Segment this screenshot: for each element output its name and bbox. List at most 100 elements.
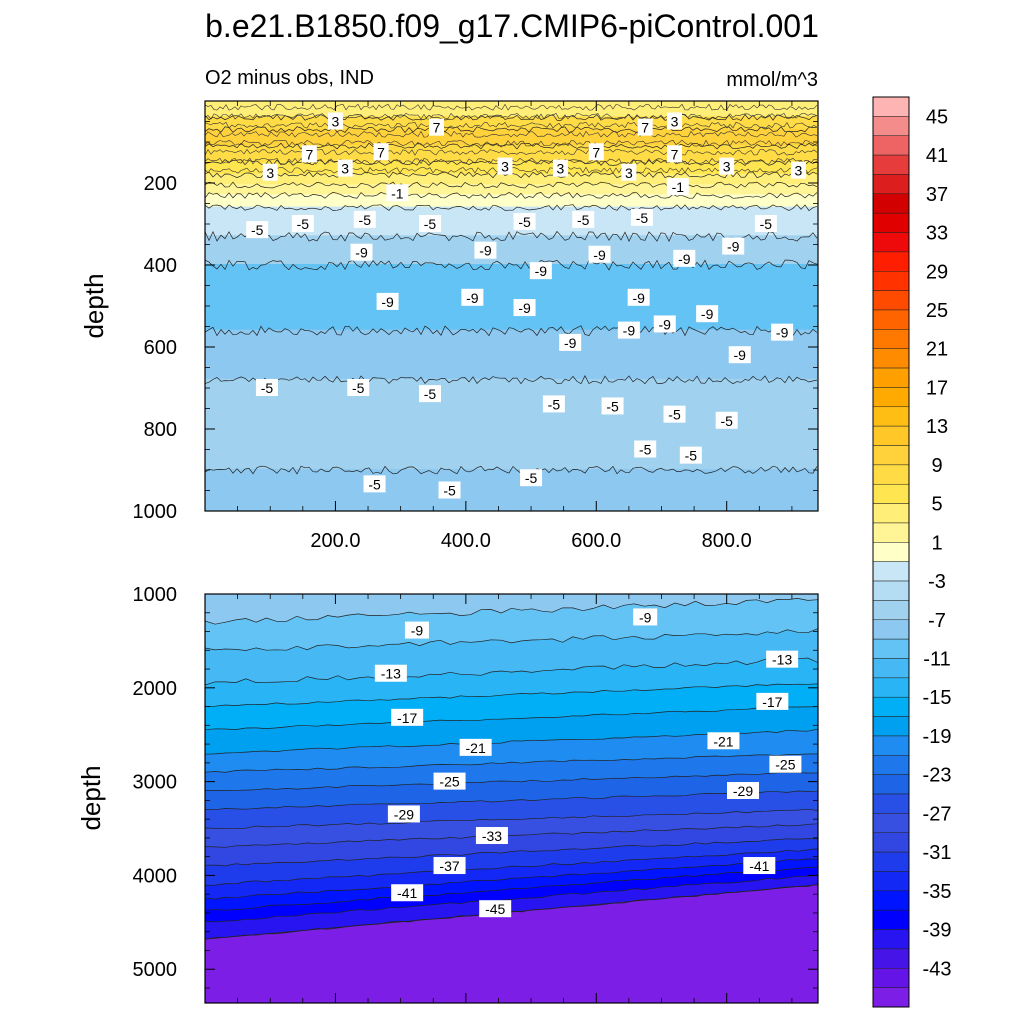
colorbar-label: 37 bbox=[926, 184, 948, 206]
upper-contour-label: 7 bbox=[429, 118, 445, 136]
lower-contour-label: -13 bbox=[374, 664, 407, 682]
upper-contour-label: -5 bbox=[347, 379, 370, 396]
upper-contour-label: -9 bbox=[529, 262, 552, 280]
colorbar-label: -39 bbox=[923, 920, 952, 942]
upper-contour-label: -1 bbox=[666, 178, 689, 196]
upper-contour-label-bg bbox=[474, 241, 497, 259]
lower-contour-line bbox=[205, 706, 818, 731]
upper-contour-label-text: 7 bbox=[592, 144, 600, 160]
colorbar-label: 17 bbox=[926, 377, 948, 399]
lower-contour-label-text: -33 bbox=[482, 828, 502, 844]
upper-contour-label-text: 7 bbox=[305, 146, 313, 162]
upper-contour-label-text: -9 bbox=[701, 306, 714, 322]
lower-contour-label-text: -17 bbox=[397, 710, 417, 726]
upper-contour-label-bg bbox=[663, 405, 686, 423]
upper-contour-label-text: 7 bbox=[671, 146, 679, 162]
colorbar-labels: 45 41 37 33 29 25 21 17 13 9 5 1 -3 -7 -11 -15 -19 -23 -27… bbox=[923, 106, 952, 980]
upper-contour-label-text: 7 bbox=[433, 120, 441, 136]
lower-contour-label-bg bbox=[479, 900, 512, 918]
upper-contour-label: -5 bbox=[353, 210, 376, 228]
upper-contour-label: 3 bbox=[552, 159, 568, 177]
upper-contour-label: -5 bbox=[601, 397, 624, 415]
colorbar-label: -3 bbox=[928, 571, 946, 593]
colorbar-label: 45 bbox=[926, 106, 948, 128]
colorbar-box bbox=[872, 638, 910, 659]
upper-contour-label: 3 bbox=[719, 157, 735, 175]
upper-contour-label-text: -1 bbox=[391, 185, 404, 201]
upper-contour-line bbox=[205, 259, 818, 271]
lower-contour-label: -25 bbox=[769, 755, 802, 773]
upper-contour-label: -5 bbox=[513, 212, 536, 230]
lower-y-axis-title: depth bbox=[76, 765, 106, 830]
lower-contour-line bbox=[205, 858, 818, 900]
upper-contour-label-text: -9 bbox=[355, 245, 368, 261]
colorbar-box bbox=[872, 522, 910, 543]
upper-contour-label-text: -9 bbox=[479, 243, 492, 259]
colorbar-box bbox=[872, 232, 910, 253]
lower-contour-label-text: -45 bbox=[485, 901, 505, 917]
lower-contour-label: -29 bbox=[727, 781, 760, 799]
upper-contour-label-text: -9 bbox=[466, 290, 479, 306]
upper-contour-label: -9 bbox=[771, 323, 794, 341]
upper-contour-label-text: -5 bbox=[424, 216, 437, 232]
upper-contour-label-text: -9 bbox=[381, 294, 394, 310]
upper-contour-label: -9 bbox=[474, 241, 497, 259]
colorbar-label: 33 bbox=[926, 223, 948, 245]
lower-contour-label-bg bbox=[707, 732, 740, 750]
upper-contour-label-bg bbox=[353, 210, 376, 228]
lower-contour-line bbox=[205, 790, 818, 811]
upper-ytick-label: 200 bbox=[144, 173, 177, 195]
upper-contour-label-text: -1 bbox=[672, 179, 685, 195]
upper-contour-label-bg bbox=[771, 323, 794, 341]
lower-contour-label-bg bbox=[475, 827, 508, 845]
colorbar-label: -31 bbox=[923, 842, 952, 864]
colorbar-box bbox=[872, 212, 910, 233]
colorbar-box bbox=[872, 696, 910, 717]
lower-contour-label: -25 bbox=[433, 772, 466, 790]
upper-contour-label-text: -9 bbox=[535, 263, 548, 279]
upper-contour-label-text: -5 bbox=[720, 413, 733, 429]
upper-contour-label-bg bbox=[301, 145, 317, 163]
colorbar-box bbox=[872, 968, 910, 988]
lower-contour-label-bg bbox=[404, 621, 429, 639]
lower-contour-label: -21 bbox=[459, 738, 492, 756]
upper-contour-line bbox=[205, 103, 818, 111]
upper-axis-ticks: 200.0 400.0 600.0 800.0 200 400 600 800 1000 bbox=[133, 101, 818, 552]
upper-contour-label-bg bbox=[542, 395, 565, 413]
upper-contour-label-bg bbox=[601, 397, 624, 415]
colorbar-box bbox=[872, 367, 910, 388]
upper-contour-label-bg bbox=[667, 145, 683, 163]
upper-contour-label-text: -9 bbox=[564, 335, 577, 351]
colorbar-label: -19 bbox=[923, 726, 952, 748]
lower-contour-label-text: -37 bbox=[439, 858, 459, 874]
lower-contour-lines bbox=[205, 598, 818, 940]
lower-contour-label-text: -9 bbox=[639, 609, 652, 625]
upper-contour-label-bg bbox=[376, 292, 399, 310]
upper-contour-label-text: -5 bbox=[352, 380, 365, 396]
lower-contour-label-text: -25 bbox=[439, 774, 459, 790]
upper-contour-label: -9 bbox=[350, 243, 373, 261]
upper-contour-label-bg bbox=[291, 215, 314, 232]
upper-contour-label-bg bbox=[621, 163, 637, 181]
upper-contour-label-text: -9 bbox=[623, 323, 636, 339]
upper-contour-label-bg bbox=[679, 446, 702, 464]
upper-band-3 bbox=[205, 184, 818, 197]
upper-contour-label-bg bbox=[617, 321, 640, 339]
upper-contour-label: -5 bbox=[542, 395, 565, 413]
colorbar-box bbox=[872, 387, 910, 408]
upper-contour-label: 3 bbox=[327, 112, 343, 130]
upper-contour-label-bg bbox=[347, 379, 370, 396]
upper-contour-label: -5 bbox=[754, 215, 777, 232]
upper-ytick-label: 800 bbox=[144, 419, 177, 441]
upper-contour-label-bg bbox=[728, 346, 751, 364]
lower-contour-label: -17 bbox=[756, 692, 789, 710]
colorbar-frame bbox=[872, 96, 910, 1008]
upper-contour-label-text: -5 bbox=[548, 396, 561, 412]
upper-contour-label-text: 7 bbox=[377, 144, 385, 160]
upper-contour-label-text: -9 bbox=[659, 316, 672, 332]
colorbar-label: -43 bbox=[923, 958, 952, 980]
upper-contour-line bbox=[205, 375, 818, 385]
upper-contour-label: -1 bbox=[386, 184, 409, 202]
upper-band--9 bbox=[205, 264, 818, 332]
upper-xtick-label: 800.0 bbox=[702, 530, 752, 552]
